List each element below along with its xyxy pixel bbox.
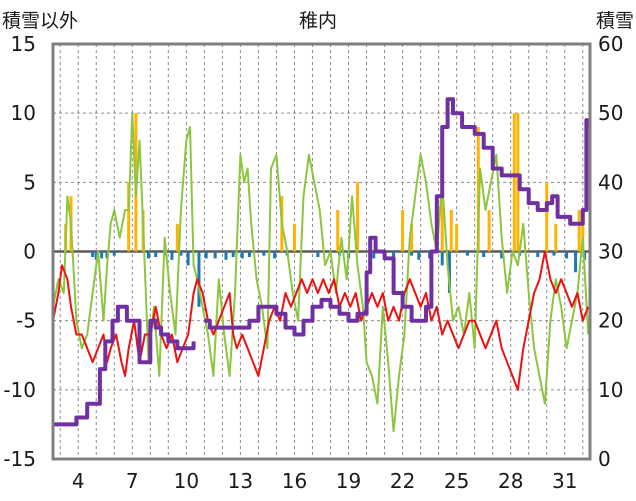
bar-blue — [482, 251, 486, 258]
bar-blue — [574, 251, 578, 273]
bar-blue — [392, 251, 396, 258]
bar-blue — [565, 251, 569, 259]
y-left-tick-label: 5 — [23, 170, 36, 194]
bar-blue — [316, 251, 320, 258]
x-tick-label: 22 — [390, 469, 415, 493]
x-tick-label: 19 — [336, 469, 361, 493]
bar-blue — [179, 251, 183, 256]
bar-orange — [410, 223, 414, 252]
bar-blue — [447, 251, 451, 293]
bar-blue — [552, 251, 556, 256]
bar-blue — [247, 251, 251, 258]
bar-blue — [410, 251, 414, 256]
bar-blue — [204, 251, 208, 259]
bar-blue — [170, 251, 174, 260]
bar-blue — [94, 251, 98, 260]
bar-blue — [186, 251, 190, 266]
bar-orange — [554, 223, 558, 252]
bar-blue — [147, 251, 151, 259]
series-purple — [204, 97, 592, 337]
bar-blue — [440, 251, 444, 266]
bar-orange — [487, 210, 491, 252]
bar-blue — [262, 251, 266, 256]
y-right-tick-label: 0 — [598, 447, 611, 471]
y-left-tick-label: 0 — [23, 240, 36, 264]
bar-blue — [112, 251, 116, 256]
x-tick-label: 25 — [444, 469, 469, 493]
x-tick-label: 10 — [174, 469, 199, 493]
bar-orange — [336, 210, 340, 252]
y-right-tick-label: 40 — [598, 170, 623, 194]
y-left-tick-label: -10 — [3, 378, 36, 402]
bar-orange — [545, 182, 549, 252]
bar-orange — [127, 182, 131, 252]
y-right-tick-label: 60 — [598, 32, 623, 56]
bar-orange — [440, 196, 444, 252]
bar-blue — [100, 251, 104, 259]
bar-orange — [455, 223, 459, 252]
bar-blue — [213, 251, 217, 259]
y-right-tick-label: 10 — [598, 378, 623, 402]
bar-orange — [292, 223, 296, 252]
bar-orange — [476, 127, 480, 252]
bar-blue — [154, 251, 158, 258]
bar-blue — [372, 251, 376, 259]
x-tick-label: 28 — [498, 469, 523, 493]
x-tick-label: 13 — [228, 469, 253, 493]
x-tick-label: 4 — [72, 469, 85, 493]
bar-orange — [175, 223, 179, 252]
y-right-tick-label: 20 — [598, 309, 623, 333]
bar-orange — [356, 182, 360, 252]
y-right-tick-label: 50 — [598, 101, 623, 125]
y-left-tick-label: 10 — [11, 101, 36, 125]
x-tick-label: 7 — [126, 469, 139, 493]
tick-labels: -15 -10 -5 0 5 10 15 0 10 20 30 40 50 60 4 7 10 13 16 19 22 2… — [3, 32, 623, 493]
plot-frame — [51, 42, 592, 461]
bar-blue — [465, 251, 469, 256]
series-purple — [53, 304, 196, 427]
x-tick-label: 16 — [282, 469, 307, 493]
bar-blue — [224, 251, 228, 260]
bar-orange — [449, 210, 453, 252]
bar-blue — [500, 251, 504, 259]
bar-blue — [231, 251, 235, 258]
chart-title: 稚内 — [299, 10, 337, 32]
right-axis-label: 積雪 — [596, 10, 634, 32]
y-left-tick-label: -15 — [3, 447, 36, 471]
left-axis-label: 積雪以外 — [2, 10, 78, 32]
y-right-tick-label: 30 — [598, 240, 623, 264]
bar-blue — [240, 251, 244, 259]
bar-blue — [197, 251, 201, 307]
series-lines — [52, 97, 592, 433]
y-left-tick-label: 15 — [11, 32, 36, 56]
x-tick-label: 31 — [552, 469, 577, 493]
bar-blue — [536, 251, 540, 258]
bar-blue — [417, 251, 421, 260]
y-left-tick-label: -5 — [16, 309, 36, 333]
bar-orange — [512, 113, 516, 252]
bar-orange — [577, 210, 581, 252]
bar-blue — [273, 251, 277, 259]
bar-blue — [91, 251, 95, 258]
bar-orange — [401, 210, 405, 252]
